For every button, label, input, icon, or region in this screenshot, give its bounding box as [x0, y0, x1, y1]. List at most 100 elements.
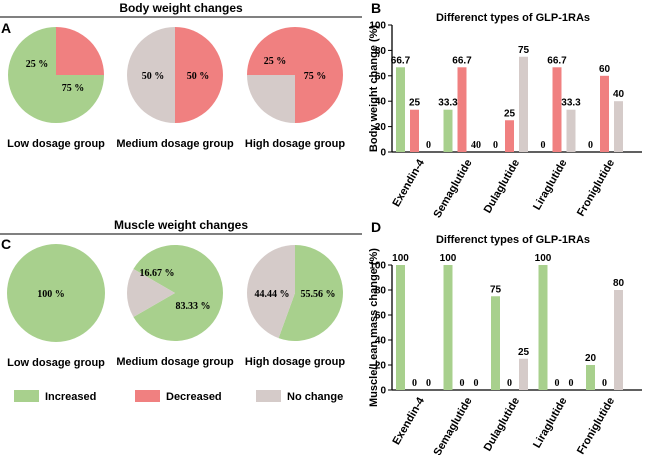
- pie-slice-increased: [7, 244, 105, 342]
- pie-slice-label: 75 %: [304, 71, 327, 82]
- body-weight-title: Body weight changes: [119, 1, 243, 15]
- bar-value-label: 40: [471, 140, 481, 151]
- pie-group-label: Medium dosage group: [116, 356, 234, 368]
- bar-chart-title: Differenct types of GLP-1RAs: [436, 12, 590, 24]
- bar-value-label: 20: [585, 353, 597, 364]
- x-tick-label: Semaglutide: [432, 158, 475, 221]
- y-tick-label: 80: [375, 286, 387, 297]
- x-tick-label: Exendin-4: [390, 395, 427, 447]
- legend-swatch-no-change: [256, 390, 281, 402]
- pie-group-label: Low dosage group: [7, 357, 105, 369]
- x-tick-label: Exendin-4: [390, 157, 427, 209]
- bar-decreased: [410, 109, 419, 152]
- pie-slice-label: 16.67 %: [140, 268, 175, 279]
- bar-value-label: 0: [555, 378, 560, 389]
- bar-decreased: [552, 67, 562, 152]
- bar-value-label: 100: [535, 253, 552, 264]
- bar-increased: [491, 296, 500, 390]
- bar-value-label: 0: [460, 378, 465, 389]
- pie-slice-label: 44.44 %: [255, 289, 290, 300]
- pie-slice-increased: [278, 245, 344, 341]
- pie-a2: 50 % 50 % Medium dosage group: [116, 27, 234, 150]
- x-tick-label: Liraglutide: [531, 158, 570, 213]
- bar-value-label: 0: [541, 140, 546, 151]
- pie-slice-no-change: [247, 245, 295, 339]
- bar-decreased: [457, 67, 467, 152]
- bar-value-label: 66.7: [391, 55, 411, 66]
- pie-slice-increased: [133, 245, 223, 342]
- bar-value-label: 0: [588, 140, 593, 151]
- legend: Increased Decreased No change: [14, 390, 343, 403]
- bar-value-label: 60: [599, 64, 611, 75]
- bar-value-label: 80: [613, 278, 625, 289]
- panel-letter-d: D: [371, 219, 381, 235]
- bar-value-label: 0: [412, 378, 417, 389]
- legend-label: Increased: [45, 391, 96, 403]
- pie-slice-label: 25 %: [26, 59, 49, 70]
- pie-c2: 83.33 % 16.67 % Medium dosage group: [116, 245, 234, 368]
- bar-no-change: [519, 56, 528, 152]
- bar-value-label: 0: [426, 140, 431, 151]
- bar-value-label: 66.7: [452, 55, 472, 66]
- x-tick-label: Liraglutide: [531, 396, 570, 451]
- bar-chart-title: Differenct types of GLP-1RAs: [436, 234, 590, 246]
- pie-c3: 55.56 % 44.44 % High dosage group: [245, 245, 346, 368]
- pie-slice-no-change: [127, 269, 175, 318]
- bar-value-label: 25: [409, 98, 421, 109]
- bar-decreased: [505, 120, 514, 152]
- legend-swatch-increased: [14, 390, 39, 402]
- pie-slice-label: 100 %: [37, 289, 65, 300]
- y-tick-label: 40: [375, 97, 387, 108]
- legend-label: Decreased: [166, 391, 222, 403]
- y-tick-label: 60: [375, 71, 387, 82]
- bar-chart-b: B Differenct types of GLP-1RAs 0 20 40 60 80 10…: [368, 0, 642, 220]
- y-tick-label: 40: [375, 336, 387, 347]
- bar-value-label: 75: [490, 284, 502, 295]
- pie-charts: 25 % 75 % Low dosage group 50 % 50 % Medium d…: [7, 27, 345, 369]
- bar-increased: [538, 265, 548, 390]
- bar-decreased: [600, 75, 609, 152]
- y-tick-label: 20: [375, 361, 387, 372]
- bar-no-change: [614, 101, 623, 152]
- x-tick-label: Froniglutide: [575, 158, 617, 219]
- legend-swatch-decreased: [135, 390, 160, 402]
- bar-increased: [586, 365, 595, 390]
- y-axis-label: Body weight change (%): [368, 25, 380, 152]
- bar-increased: [443, 109, 453, 152]
- y-tick-label: 80: [375, 46, 387, 57]
- bar-value-label: 100: [440, 253, 457, 264]
- bar-value-label: 0: [507, 378, 512, 389]
- pie-group-label: High dosage group: [245, 356, 346, 368]
- pie-slice-label: 83.33 %: [176, 301, 211, 312]
- pie-group-label: High dosage group: [245, 138, 346, 150]
- bar-value-label: 0: [493, 140, 498, 151]
- bar-value-label: 100: [392, 253, 409, 264]
- bar-value-label: 0: [474, 378, 479, 389]
- bar-value-label: 33.3: [561, 98, 581, 109]
- panel-letter-a: A: [1, 20, 11, 36]
- pie-slice-label: 50 %: [142, 71, 165, 82]
- bar-value-label: 0: [602, 378, 607, 389]
- y-tick-label: 0: [380, 386, 386, 397]
- bar-value-label: 66.7: [547, 55, 567, 66]
- bar-increased: [396, 67, 405, 152]
- bar-value-label: 40: [613, 89, 625, 100]
- y-tick-label: 60: [375, 311, 387, 322]
- y-tick-label: 0: [380, 148, 386, 159]
- pie-slice-label: 50 %: [187, 71, 210, 82]
- bar-value-label: 0: [426, 378, 431, 389]
- x-tick-label: Semaglutide: [432, 396, 475, 455]
- bar-increased: [443, 265, 453, 390]
- x-tick-label: Froniglutide: [575, 396, 617, 455]
- pie-group-label: Medium dosage group: [116, 138, 234, 150]
- bar-chart-d: D Differenct types of GLP-1RAs 0 20 40 60 80 10…: [368, 219, 642, 455]
- x-tick-label: Dulaglutide: [482, 396, 522, 454]
- muscle-weight-title: Muscle weight changes: [114, 218, 248, 232]
- bar-value-label: 25: [518, 347, 530, 358]
- bar-value-label: 0: [569, 378, 574, 389]
- pie-slice-decreased: [175, 27, 223, 123]
- bar-no-change: [614, 290, 623, 390]
- y-axis-label: Muscle/Lean mass change (%): [368, 248, 380, 407]
- pie-slice-no-change: [247, 75, 295, 123]
